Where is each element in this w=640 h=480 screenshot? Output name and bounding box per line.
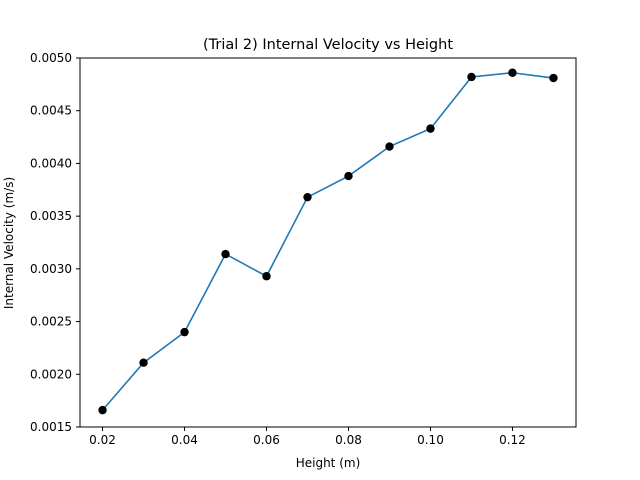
data-point (221, 249, 230, 259)
data-point (262, 272, 271, 281)
y-tick-label: 0.0040 (30, 156, 72, 170)
series-line (101, 71, 554, 411)
x-tick-label: 0.02 (89, 433, 116, 447)
y-axis-label: Internal Velocity (m/s) (2, 177, 16, 309)
series-layer (98, 68, 558, 415)
data-point (549, 73, 558, 83)
x-tick-label: 0.12 (499, 433, 526, 447)
y-tick-label: 0.0030 (30, 262, 72, 276)
y-axis-ticks: 0.0015 0.0020 0.0025 0.0030 0.0035 0.0040 0.00… (30, 51, 80, 434)
y-tick-label: 0.0025 (30, 315, 72, 329)
x-axis-ticks: 0.02 0.04 0.06 0.08 0.10 0.12 (89, 427, 526, 447)
data-point (180, 327, 189, 337)
data-point (426, 124, 435, 133)
y-tick-label: 0.0050 (30, 51, 72, 65)
y-tick-label: 0.0035 (30, 209, 72, 223)
data-point (98, 405, 107, 415)
x-tick-label: 0.10 (417, 433, 444, 447)
y-tick-label: 0.0020 (30, 367, 72, 381)
plot-area-frame (79, 57, 577, 428)
y-tick-label: 0.0045 (30, 104, 72, 118)
x-tick-label: 0.04 (171, 433, 198, 447)
y-tick-label: 0.0015 (30, 420, 72, 434)
data-point (508, 68, 517, 77)
x-axis-label: Height (m) (296, 456, 361, 470)
x-tick-label: 0.08 (335, 433, 362, 447)
x-tick-label: 0.06 (253, 433, 280, 447)
data-point (303, 192, 312, 202)
data-point (344, 171, 353, 181)
chart-title: (Trial 2) Internal Velocity vs Height (203, 37, 453, 53)
data-point (139, 358, 148, 367)
data-point (467, 72, 476, 82)
data-point (385, 142, 394, 151)
